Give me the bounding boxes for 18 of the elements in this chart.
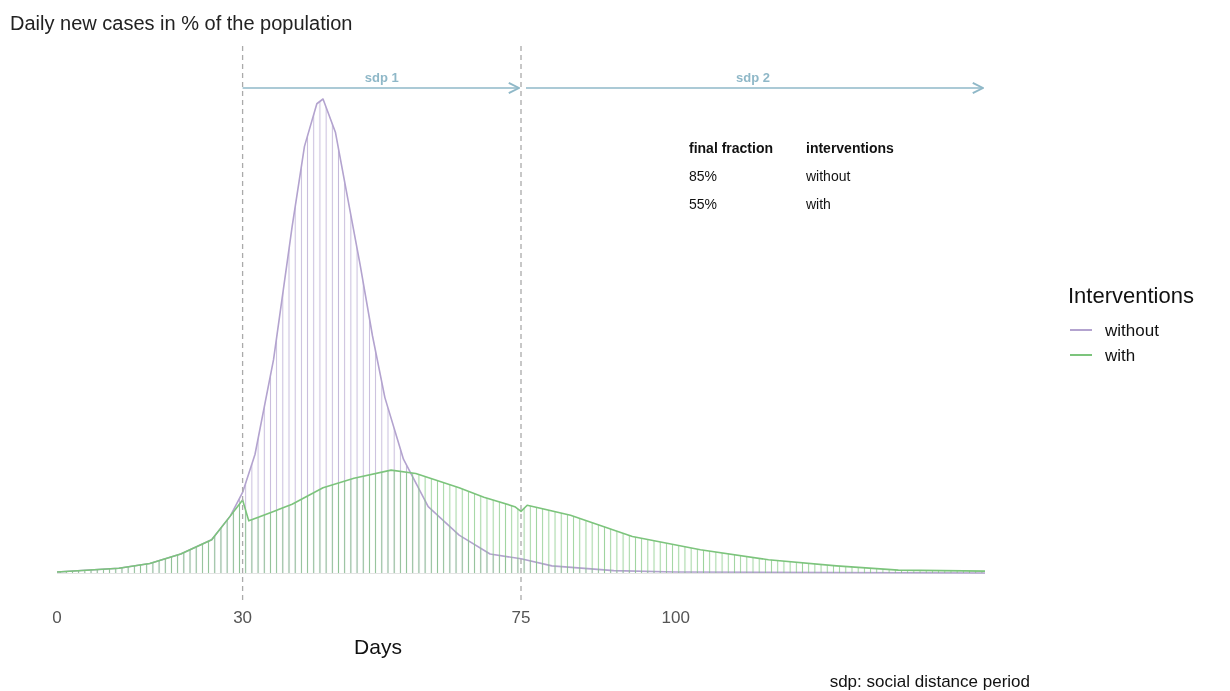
x-tick-label: 30: [233, 608, 253, 627]
annotation: interventions: [806, 140, 895, 156]
legend-label: with: [1104, 346, 1136, 365]
x-tick-label: 75: [511, 608, 531, 627]
text: sdp 1: [364, 70, 399, 85]
text: sdp 2: [736, 70, 770, 85]
text: sdp: social distance period: [829, 672, 1030, 691]
annotation: final fraction: [689, 140, 774, 156]
x-axis-title: Days: [354, 635, 402, 658]
annotation: 55%: [689, 196, 718, 212]
annotation: without: [805, 168, 851, 184]
x-tick-label: 0: [52, 608, 62, 627]
legend-label: without: [1104, 321, 1160, 340]
chart-title: Daily new cases in % of the population: [10, 12, 353, 34]
annotation: with: [805, 196, 831, 212]
legend-title: Interventions: [1068, 283, 1194, 308]
annotation: 85%: [689, 168, 718, 184]
x-tick-label: 100: [661, 608, 690, 627]
